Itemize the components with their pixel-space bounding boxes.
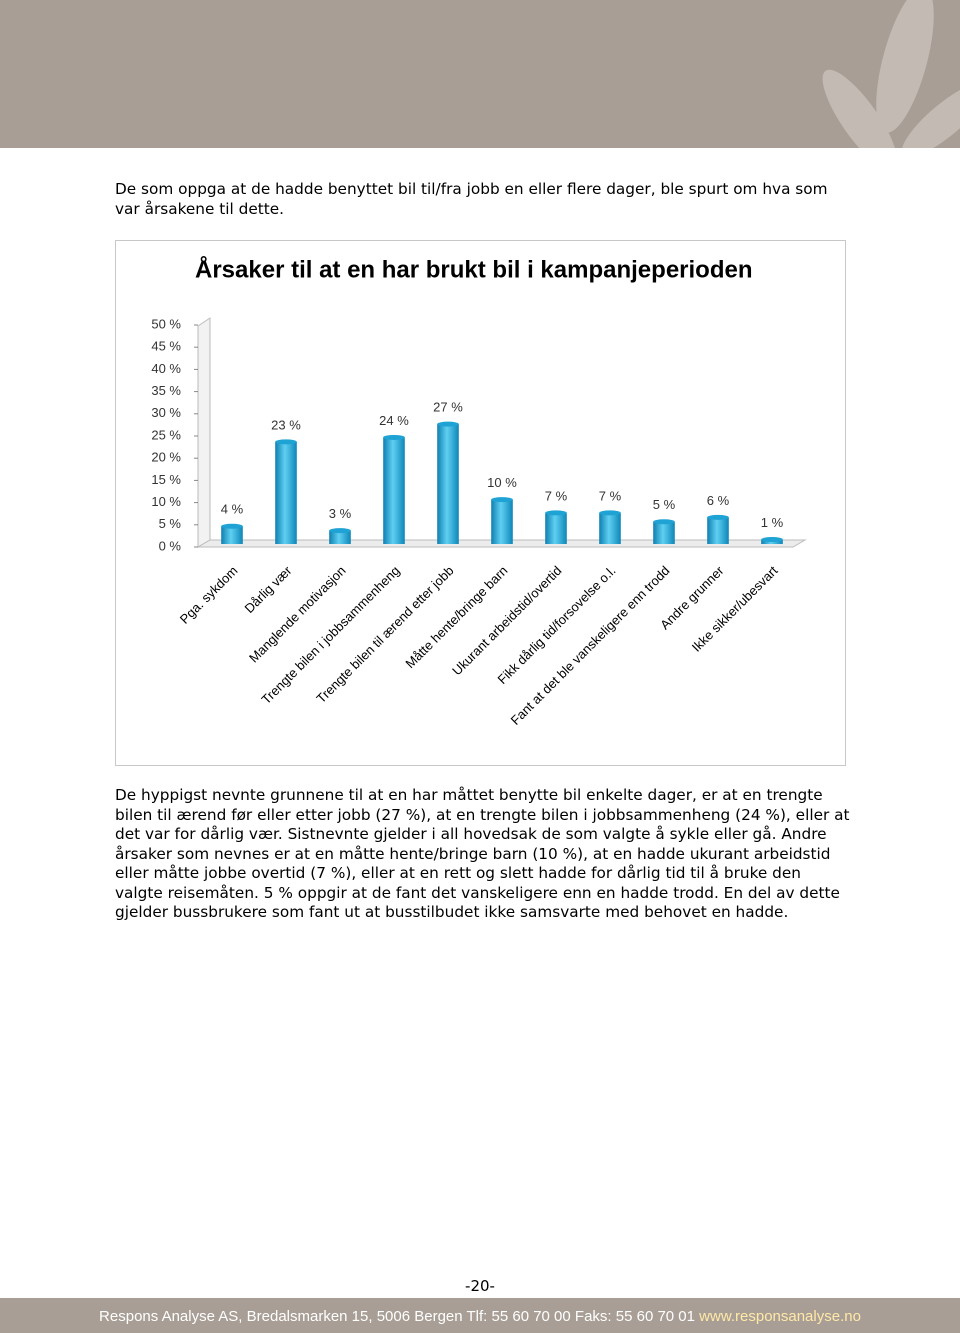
bar-cap bbox=[707, 514, 729, 520]
chart: Årsaker til at en har brukt bil i kampan… bbox=[115, 240, 846, 766]
y-tick-label: 35 % bbox=[151, 383, 181, 398]
y-tick-label: 5 % bbox=[159, 516, 182, 531]
y-tick-label: 15 % bbox=[151, 472, 181, 487]
bar-cap bbox=[383, 434, 405, 440]
value-label: 23 % bbox=[271, 417, 301, 432]
value-label: 27 % bbox=[433, 400, 463, 415]
header-band bbox=[0, 0, 960, 148]
bar-cap bbox=[275, 439, 297, 445]
bar bbox=[491, 499, 513, 545]
bar bbox=[275, 441, 297, 545]
value-label: 6 % bbox=[707, 493, 730, 508]
bar bbox=[221, 526, 243, 545]
y-tick-label: 0 % bbox=[159, 538, 182, 553]
bar bbox=[383, 437, 405, 545]
chart-title: Årsaker til at en har brukt bil i kampan… bbox=[195, 255, 753, 283]
y-tick-label: 50 % bbox=[151, 316, 181, 331]
y-tick-label: 25 % bbox=[151, 427, 181, 442]
value-label: 1 % bbox=[761, 515, 784, 530]
value-label: 24 % bbox=[379, 413, 409, 428]
y-tick-label: 20 % bbox=[151, 450, 181, 465]
footer-text: Respons Analyse AS, Bredalsmarken 15, 50… bbox=[99, 1308, 695, 1325]
bar-cap bbox=[437, 421, 459, 427]
bar-cap bbox=[599, 510, 621, 516]
chart-frame bbox=[115, 240, 846, 766]
value-label: 5 % bbox=[653, 497, 676, 512]
bar-cap bbox=[653, 519, 675, 525]
bar-cap bbox=[761, 537, 783, 543]
y-tick-label: 40 % bbox=[151, 361, 181, 376]
header-flower bbox=[822, 0, 960, 148]
y-tick-label: 45 % bbox=[151, 339, 181, 354]
bar bbox=[545, 512, 567, 545]
value-label: 4 % bbox=[221, 502, 244, 517]
bar-cap bbox=[329, 528, 351, 534]
y-tick-label: 10 % bbox=[151, 494, 181, 509]
value-label: 7 % bbox=[599, 488, 622, 503]
value-label: 10 % bbox=[487, 475, 517, 490]
bar-cap bbox=[221, 523, 243, 529]
bar-cap bbox=[491, 497, 513, 503]
value-label: 3 % bbox=[329, 506, 352, 521]
value-label: 7 % bbox=[545, 488, 568, 503]
footer-band bbox=[0, 1298, 960, 1333]
footer-link[interactable]: www.responsanalyse.no bbox=[699, 1308, 861, 1325]
bar bbox=[437, 424, 459, 545]
bar bbox=[653, 521, 675, 545]
bar bbox=[707, 517, 729, 545]
page-number: -20- bbox=[465, 1277, 495, 1295]
bar bbox=[329, 530, 351, 545]
back-wall bbox=[197, 317, 211, 548]
footer: Respons Analyse AS, Bredalsmarken 15, 50… bbox=[0, 1300, 960, 1333]
body-text: De hyppigst nevnte grunnene til at en ha… bbox=[115, 786, 850, 921]
intro-text: De som oppga at de hadde benyttet bil ti… bbox=[115, 180, 828, 218]
y-tick-label: 30 % bbox=[151, 405, 181, 420]
bar-cap bbox=[545, 510, 567, 516]
bar bbox=[599, 512, 621, 545]
